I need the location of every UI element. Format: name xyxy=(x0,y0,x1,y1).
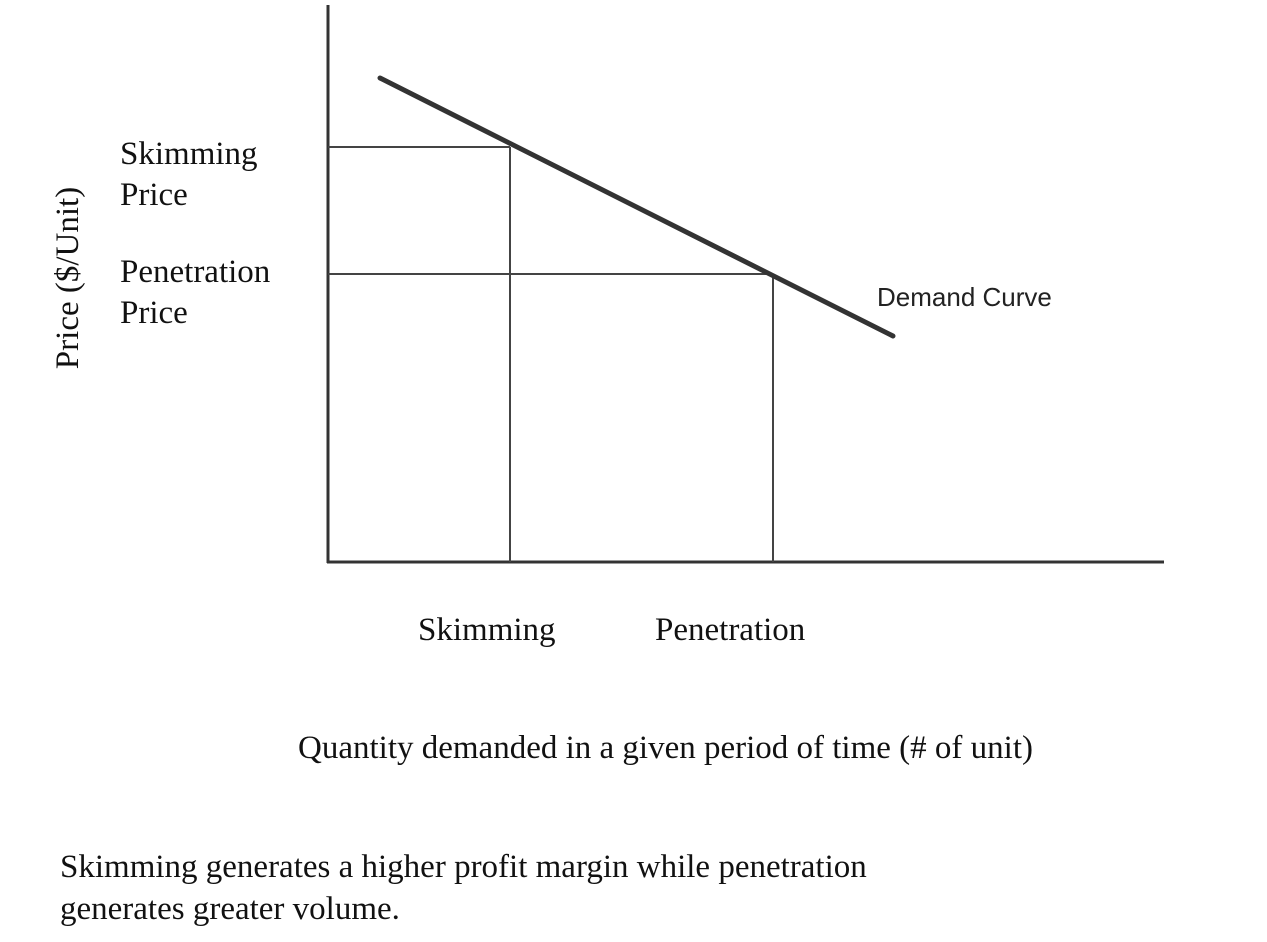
curve-label: Demand Curve xyxy=(877,282,1052,312)
price-label: Price xyxy=(120,295,188,331)
quantity-label: Skimming xyxy=(418,612,556,648)
price-label: Penetration xyxy=(120,254,270,290)
price-label: Price xyxy=(120,177,188,213)
caption-line: Skimming generates a higher profit margi… xyxy=(60,849,867,885)
demand-curve xyxy=(377,75,896,339)
quantity-label: Penetration xyxy=(655,612,805,648)
caption-line: generates greater volume. xyxy=(60,891,400,927)
y-axis-label: Price ($/Unit) xyxy=(50,187,86,369)
price-label: Skimming xyxy=(120,136,258,172)
x-axis-label: Quantity demanded in a given period of t… xyxy=(298,730,1033,766)
